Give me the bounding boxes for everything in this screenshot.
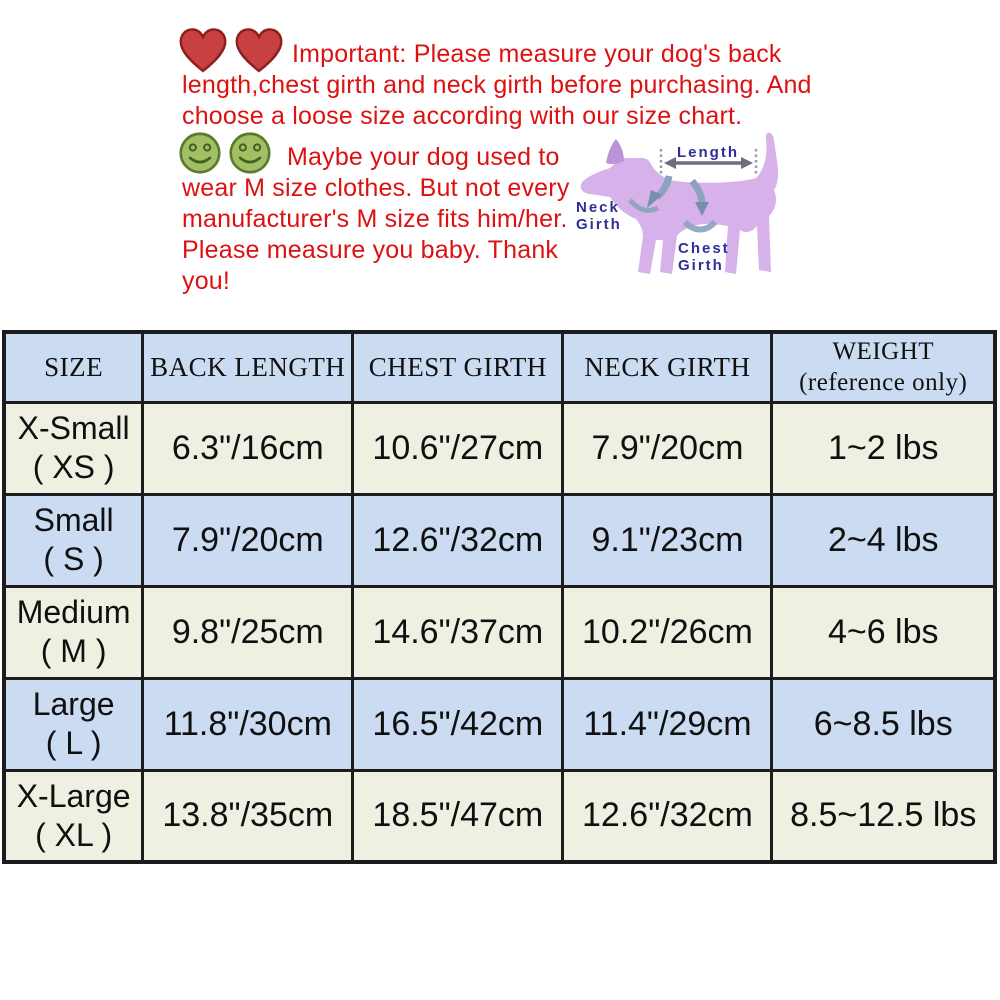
table-row-s: Small ( S ) 7.9"/20cm 12.6"/32cm 9.1"/23… bbox=[2, 492, 997, 588]
notice-line: choose a loose size according with our s… bbox=[182, 102, 743, 130]
dog-silhouette bbox=[580, 132, 779, 274]
cell-neck-girth: 12.6"/32cm bbox=[561, 768, 774, 864]
size-code: ( L ) bbox=[45, 725, 102, 761]
column-header-back-length: BACK LENGTH bbox=[141, 330, 355, 404]
cell-weight: 2~4 lbs bbox=[770, 492, 997, 588]
size-chart-section: SIZE BACK LENGTH CHEST GIRTH NECK GIRTH … bbox=[2, 330, 997, 864]
cell-chest-girth: 10.6"/27cm bbox=[351, 400, 565, 496]
cell-neck-girth: 9.1"/23cm bbox=[561, 492, 774, 588]
chest-girth-label-line1: Chest bbox=[678, 240, 730, 257]
cell-back-length: 9.8"/25cm bbox=[141, 584, 355, 680]
weight-header-note: (reference only) bbox=[799, 369, 968, 397]
notice-line: Please measure you baby. Thank bbox=[182, 236, 559, 264]
notice-line: Maybe your dog used to bbox=[287, 143, 560, 171]
size-code: ( S ) bbox=[43, 541, 104, 577]
dog-ear bbox=[606, 139, 624, 165]
smiley-icon bbox=[229, 132, 271, 174]
length-arrowhead-right bbox=[741, 157, 753, 169]
size-name: Medium bbox=[16, 594, 131, 630]
header-row: SIZE BACK LENGTH CHEST GIRTH NECK GIRTH … bbox=[2, 330, 997, 404]
size-name: Large bbox=[32, 686, 115, 722]
notice-line: manufacturer's M size fits him/her. bbox=[182, 205, 568, 233]
neck-girth-label-line2: Girth bbox=[576, 216, 622, 233]
table-row-l: Large ( L ) 11.8"/30cm 16.5"/42cm 11.4"/… bbox=[2, 676, 997, 772]
heart-icon bbox=[179, 28, 227, 73]
cell-weight: 1~2 lbs bbox=[770, 400, 997, 496]
notice-line: you! bbox=[182, 267, 231, 295]
size-name: Small bbox=[33, 502, 114, 538]
cell-chest-girth: 14.6"/37cm bbox=[351, 584, 565, 680]
length-label: Length bbox=[677, 144, 739, 161]
cell-size: X-Large ( XL ) bbox=[2, 768, 145, 864]
cell-back-length: 13.8"/35cm bbox=[141, 768, 355, 864]
cell-neck-girth: 11.4"/29cm bbox=[561, 676, 774, 772]
column-header-size: SIZE bbox=[2, 330, 145, 404]
cell-chest-girth: 16.5"/42cm bbox=[351, 676, 565, 772]
cell-back-length: 6.3"/16cm bbox=[141, 400, 355, 496]
smiley-icon bbox=[179, 132, 221, 174]
cell-chest-girth: 12.6"/32cm bbox=[351, 492, 565, 588]
cell-weight: 6~8.5 lbs bbox=[770, 676, 997, 772]
chest-strap-arrowhead bbox=[695, 202, 709, 216]
notice-line: length,chest girth and neck girth before… bbox=[182, 71, 812, 99]
neck-girth-label-line1: Neck bbox=[576, 199, 620, 216]
notice-line: Important: Please measure your dog's bac… bbox=[292, 40, 782, 68]
table-row-m: Medium ( M ) 9.8"/25cm 14.6"/37cm 10.2"/… bbox=[2, 584, 997, 680]
cell-size: Large ( L ) bbox=[2, 676, 145, 772]
cell-chest-girth: 18.5"/47cm bbox=[351, 768, 565, 864]
cell-back-length: 11.8"/30cm bbox=[141, 676, 355, 772]
dog-measurement-diagram: Length Neck Girth Chest Girth bbox=[568, 120, 810, 292]
cell-back-length: 7.9"/20cm bbox=[141, 492, 355, 588]
column-header-weight: WEIGHT (reference only) bbox=[770, 330, 997, 404]
cell-size: Small ( S ) bbox=[2, 492, 145, 588]
smiley-icons-row bbox=[178, 131, 272, 175]
column-header-chest-girth: CHEST GIRTH bbox=[351, 330, 565, 404]
size-code: ( M ) bbox=[40, 633, 107, 669]
size-code: ( XL ) bbox=[35, 816, 113, 853]
cell-size: Medium ( M ) bbox=[2, 584, 145, 680]
cell-neck-girth: 7.9"/20cm bbox=[561, 400, 774, 496]
cell-weight: 4~6 lbs bbox=[770, 584, 997, 680]
column-header-neck-girth: NECK GIRTH bbox=[561, 330, 774, 404]
heart-icon bbox=[235, 28, 283, 73]
cell-size: X-Small ( XS ) bbox=[2, 400, 145, 496]
cell-neck-girth: 10.2"/26cm bbox=[561, 584, 774, 680]
table-row-xs: X-Small ( XS ) 6.3"/16cm 10.6"/27cm 7.9"… bbox=[2, 400, 997, 496]
length-arrowhead-left bbox=[664, 157, 676, 169]
size-name: X-Small bbox=[17, 410, 130, 446]
neck-strap-arrowhead bbox=[647, 190, 662, 208]
belly-band bbox=[682, 219, 718, 233]
size-code: ( XS ) bbox=[32, 449, 115, 485]
table-row-xl: X-Large ( XL ) 13.8"/35cm 18.5"/47cm 12.… bbox=[2, 768, 997, 864]
cell-weight: 8.5~12.5 lbs bbox=[770, 768, 997, 864]
neck-band bbox=[628, 198, 660, 213]
notice-line: wear M size clothes. But not every bbox=[182, 174, 570, 202]
heart-icons-row bbox=[178, 28, 284, 74]
size-chart-table: SIZE BACK LENGTH CHEST GIRTH NECK GIRTH … bbox=[2, 330, 997, 864]
chest-girth-label-line2: Girth bbox=[678, 257, 724, 274]
weight-header-title: WEIGHT bbox=[832, 338, 935, 366]
size-name: X-Large bbox=[16, 777, 131, 814]
